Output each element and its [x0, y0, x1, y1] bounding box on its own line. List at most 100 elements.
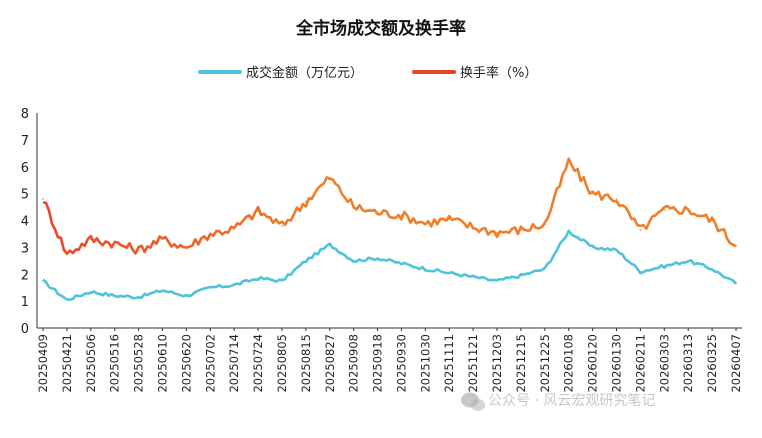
- x-tick-label: 20260407: [729, 334, 743, 393]
- point-turnover: [209, 233, 212, 235]
- y-tick-label: 4: [21, 215, 29, 230]
- wechat-icon: [461, 392, 485, 411]
- x-tick-label: 20250805: [275, 334, 289, 393]
- point-amount: [352, 260, 355, 262]
- point-amount: [567, 230, 570, 233]
- point-turnover: [735, 245, 737, 247]
- y-tick-label: 0: [21, 322, 29, 337]
- x-tick-label: 20250528: [132, 334, 146, 393]
- x-tick-label: 20250908: [347, 334, 361, 393]
- x-tick-label: 20260313: [681, 334, 695, 393]
- point-turnover: [42, 198, 44, 200]
- point-turnover: [233, 227, 235, 230]
- x-tick-label: 20251030: [418, 334, 432, 393]
- point-turnover: [352, 206, 355, 208]
- point-turnover: [376, 211, 379, 214]
- y-tick-label: 3: [21, 241, 29, 256]
- point-turnover: [544, 223, 546, 226]
- x-tick-label: 20251225: [538, 334, 552, 393]
- point-amount: [257, 277, 259, 280]
- series-line-amount: [42, 229, 737, 301]
- x-tick-label: 20250827: [323, 334, 337, 393]
- x-tick-label: 20250918: [371, 334, 385, 393]
- point-amount: [663, 265, 666, 267]
- watermark-text: 公众号 · 风云宏观研究笔记: [488, 393, 655, 409]
- x-tick-label: 20250714: [227, 334, 241, 393]
- x-tick-label: 20250620: [179, 334, 193, 393]
- point-amount: [42, 280, 44, 282]
- point-amount: [735, 282, 737, 285]
- point-amount: [89, 290, 92, 293]
- point-amount: [496, 280, 498, 282]
- point-amount: [591, 246, 594, 249]
- chart-title: 全市场成交额及换手率: [295, 18, 466, 39]
- x-tick-label: 20260211: [633, 334, 647, 393]
- point-amount: [281, 280, 283, 282]
- point-turnover: [424, 222, 427, 224]
- x-tick-label: 20260303: [657, 334, 671, 393]
- x-tick-label: 20250610: [155, 334, 169, 393]
- x-tick-label: 20251121: [466, 334, 480, 393]
- point-turnover: [281, 225, 283, 227]
- x-tick-label: 20260120: [586, 334, 600, 393]
- point-turnover: [113, 242, 116, 245]
- point-turnover: [496, 231, 498, 234]
- series-line-turnover: [42, 157, 737, 256]
- point-amount: [639, 270, 642, 273]
- x-tick-label: 20260130: [610, 334, 624, 393]
- point-amount: [137, 296, 140, 298]
- point-amount: [161, 289, 164, 292]
- point-amount: [472, 276, 474, 278]
- x-tick-label: 20250930: [394, 334, 408, 393]
- x-tick-label: 20250702: [203, 334, 217, 393]
- y-tick-label: 2: [21, 268, 29, 283]
- point-amount: [687, 260, 690, 262]
- point-amount: [376, 257, 379, 259]
- point-turnover: [89, 238, 92, 241]
- point-turnover: [400, 214, 403, 216]
- x-tick-label: 20250506: [84, 334, 98, 393]
- x-tick-label: 20250409: [36, 334, 50, 393]
- point-amount: [448, 272, 451, 274]
- plot-lines: [42, 157, 737, 301]
- x-tick-label: 20250724: [251, 334, 265, 393]
- point-amount: [66, 298, 68, 301]
- point-turnover: [448, 218, 451, 220]
- point-amount: [328, 243, 331, 246]
- point-turnover: [257, 210, 259, 212]
- x-tick-label: 20250516: [108, 334, 122, 393]
- point-turnover: [185, 246, 188, 249]
- point-amount: [305, 260, 307, 262]
- x-tick-label: 20260325: [705, 334, 719, 393]
- point-turnover: [663, 208, 666, 211]
- x-tick-label: 20250815: [299, 334, 313, 393]
- legend: 成交金额（万亿元） 换手率（%）: [198, 65, 537, 81]
- y-tick-label: 7: [21, 134, 29, 149]
- point-turnover: [328, 176, 331, 179]
- x-ticks: 20250409 20250421 20250506 20250516 20250528…: [36, 328, 743, 393]
- watermark: 公众号 · 风云宏观研究笔记: [461, 392, 655, 411]
- point-turnover: [567, 160, 570, 163]
- point-turnover: [472, 226, 474, 229]
- y-tick-label: 5: [21, 188, 29, 203]
- point-turnover: [711, 219, 713, 222]
- point-turnover: [591, 192, 594, 195]
- point-turnover: [137, 249, 140, 251]
- point-amount: [615, 249, 618, 251]
- point-turnover: [615, 198, 618, 200]
- legend-label-amount: 成交金额（万亿元）: [246, 65, 363, 81]
- point-amount: [711, 268, 713, 270]
- y-tick-label: 6: [21, 161, 29, 176]
- point-turnover: [687, 208, 690, 211]
- point-turnover: [66, 253, 68, 255]
- point-amount: [185, 294, 188, 297]
- x-tick-label: 20251203: [490, 334, 504, 393]
- point-turnover: [639, 229, 642, 231]
- x-tick-label: 20250421: [60, 334, 74, 393]
- point-amount: [424, 268, 427, 270]
- y-ticks: 0 1 2 3 4 5 6 7 8: [21, 107, 29, 337]
- point-turnover: [520, 229, 522, 231]
- x-tick-label: 20251215: [514, 334, 528, 393]
- point-turnover: [161, 238, 164, 241]
